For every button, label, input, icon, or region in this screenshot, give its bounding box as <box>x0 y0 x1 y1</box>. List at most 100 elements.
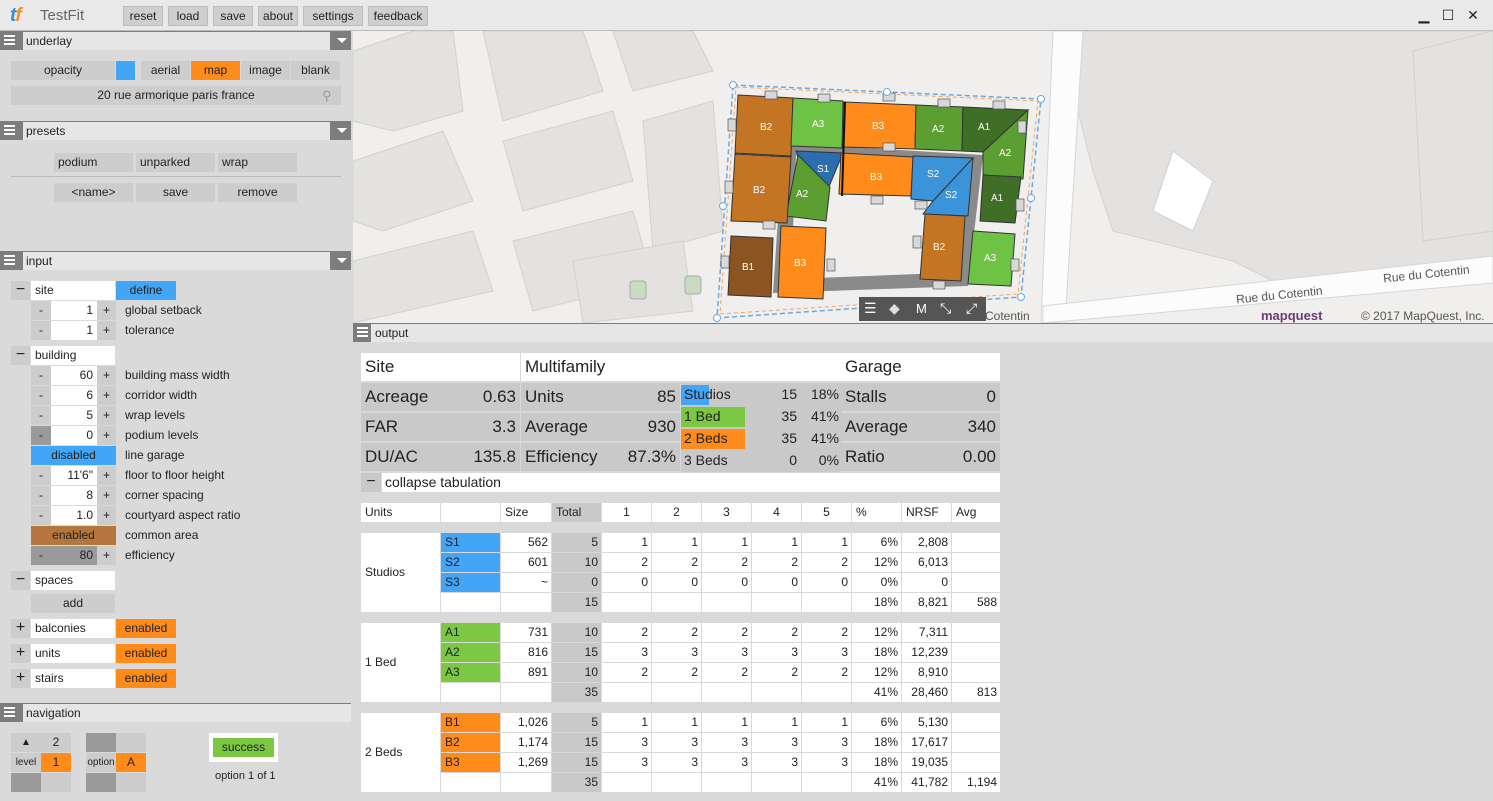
opacity-swatch[interactable] <box>116 61 135 80</box>
add-space-button[interactable]: add <box>31 594 115 613</box>
level-down-button[interactable] <box>11 773 41 792</box>
corner-spacing-value[interactable]: 8 <box>51 486 97 505</box>
mode-blank-button[interactable]: blank <box>291 61 340 80</box>
corridor-width-value[interactable]: 6 <box>51 386 97 405</box>
building-collapse-icon[interactable]: − <box>11 346 30 365</box>
common-area-toggle[interactable]: enabled <box>31 526 116 545</box>
preset-wrap-button[interactable]: wrap <box>218 153 297 172</box>
decrement-button[interactable]: - <box>31 321 51 340</box>
increment-button[interactable]: + <box>97 321 116 340</box>
balconies-toggle[interactable]: enabled <box>116 619 176 638</box>
level-value[interactable]: 1 <box>41 753 71 772</box>
increment-button[interactable]: + <box>97 486 116 505</box>
decrement-button[interactable]: - <box>31 301 51 320</box>
collapse-tabulation-icon[interactable]: − <box>361 473 381 492</box>
wrap-levels-value[interactable]: 5 <box>51 406 97 425</box>
menu-icon[interactable] <box>4 707 15 718</box>
efficiency-value[interactable]: 80 <box>51 546 97 565</box>
settings-button[interactable]: settings <box>303 6 363 26</box>
decrement-button[interactable]: - <box>31 486 51 505</box>
building-mass-width-value[interactable]: 60 <box>51 366 97 385</box>
decrement-button[interactable]: - <box>31 426 51 445</box>
efficiency-label: efficiency <box>125 548 175 562</box>
decrement-button[interactable]: - <box>31 406 51 425</box>
level-up-button[interactable]: ▲ <box>11 733 41 752</box>
search-icon[interactable]: ⚲ <box>322 88 332 103</box>
chevron-down-icon[interactable] <box>337 128 347 133</box>
increment-button[interactable]: + <box>97 301 116 320</box>
stairs-toggle[interactable]: enabled <box>116 669 176 688</box>
courtyard-ratio-value[interactable]: 1.0 <box>51 506 97 525</box>
option-down-button[interactable] <box>86 773 116 792</box>
about-button[interactable]: about <box>258 6 298 26</box>
option-up-button[interactable] <box>86 733 116 752</box>
save-button[interactable]: save <box>213 6 253 26</box>
load-button[interactable]: load <box>168 6 208 26</box>
presets-header[interactable]: presets <box>0 121 351 140</box>
list-icon[interactable]: ☰ <box>864 300 877 316</box>
podium-levels-value[interactable]: 0 <box>51 426 97 445</box>
cube-icon[interactable]: ◆ <box>889 300 900 316</box>
spaces-collapse-icon[interactable]: − <box>11 571 30 590</box>
navigation-header[interactable]: navigation <box>0 703 351 722</box>
increment-button[interactable]: + <box>97 426 116 445</box>
menu-icon[interactable] <box>4 125 15 136</box>
preset-podium-button[interactable]: podium <box>54 153 133 172</box>
decrement-button[interactable]: - <box>31 366 51 385</box>
preset-save-button[interactable]: save <box>136 183 215 202</box>
floor-height-value[interactable]: 11'6" <box>51 466 97 485</box>
preset-unparked-button[interactable]: unparked <box>136 153 215 172</box>
table-avg-cell <box>952 533 1000 552</box>
measure-button[interactable]: M <box>916 301 927 316</box>
site-collapse-icon[interactable]: − <box>11 281 30 300</box>
decrement-button[interactable]: - <box>31 506 51 525</box>
stairs-expand-icon[interactable]: + <box>11 669 30 688</box>
increment-button[interactable]: + <box>97 366 116 385</box>
table-percent-cell: 12% <box>852 553 901 572</box>
increment-button[interactable]: + <box>97 406 116 425</box>
increment-button[interactable]: + <box>97 506 116 525</box>
map-canvas[interactable] <box>353 31 1493 323</box>
increment-button[interactable]: + <box>97 466 116 485</box>
map-view[interactable]: B2 A3 B3 A2 A1 A2 S1 B3 S2 S2 B2 A2 A1 B… <box>353 31 1493 323</box>
tolerance-value[interactable]: 1 <box>51 321 97 340</box>
input-header[interactable]: input <box>0 251 351 270</box>
chevron-down-icon[interactable] <box>337 38 347 43</box>
menu-icon[interactable] <box>4 255 15 266</box>
table-level-cell: 2 <box>602 553 651 572</box>
close-icon[interactable]: ✕ <box>1467 7 1479 23</box>
maximize-icon[interactable]: ☐ <box>1441 7 1455 23</box>
feedback-button[interactable]: feedback <box>368 6 428 26</box>
decrement-button[interactable]: - <box>31 546 51 565</box>
site-define-button[interactable]: define <box>116 281 176 300</box>
mode-map-button[interactable]: map <box>191 61 240 80</box>
minimize-icon[interactable]: ▁ <box>1418 7 1430 23</box>
menu-icon[interactable] <box>357 327 368 339</box>
line-garage-toggle[interactable]: disabled <box>31 446 116 465</box>
balconies-expand-icon[interactable]: + <box>11 619 30 638</box>
table-level-cell: 2 <box>702 663 751 682</box>
preset-remove-button[interactable]: remove <box>218 183 297 202</box>
menu-icon[interactable] <box>4 35 15 46</box>
resize-icon[interactable]: ⤡ <box>940 300 952 316</box>
mode-image-button[interactable]: image <box>241 61 290 80</box>
output-header[interactable]: output <box>353 323 1493 342</box>
chevron-down-icon[interactable] <box>337 258 347 263</box>
table-unit-code: S3 <box>441 573 500 592</box>
decrement-button[interactable]: - <box>31 466 51 485</box>
address-input[interactable]: 20 rue armorique paris france <box>11 86 341 105</box>
fullscreen-icon[interactable]: ⤢ <box>966 300 978 316</box>
reset-button[interactable]: reset <box>123 6 163 26</box>
global-setback-value[interactable]: 1 <box>51 301 97 320</box>
units-toggle[interactable]: enabled <box>116 644 176 663</box>
option-value[interactable]: A <box>116 753 146 772</box>
increment-button[interactable]: + <box>97 546 116 565</box>
collapse-tabulation-label[interactable]: collapse tabulation <box>382 473 1000 492</box>
increment-button[interactable]: + <box>97 386 116 405</box>
mode-aerial-button[interactable]: aerial <box>141 61 190 80</box>
underlay-header[interactable]: underlay <box>0 31 351 50</box>
decrement-button[interactable]: - <box>31 386 51 405</box>
units-expand-icon[interactable]: + <box>11 644 30 663</box>
preset-name-input[interactable]: <name> <box>54 183 133 202</box>
table-total-cell: 5 <box>552 533 601 552</box>
